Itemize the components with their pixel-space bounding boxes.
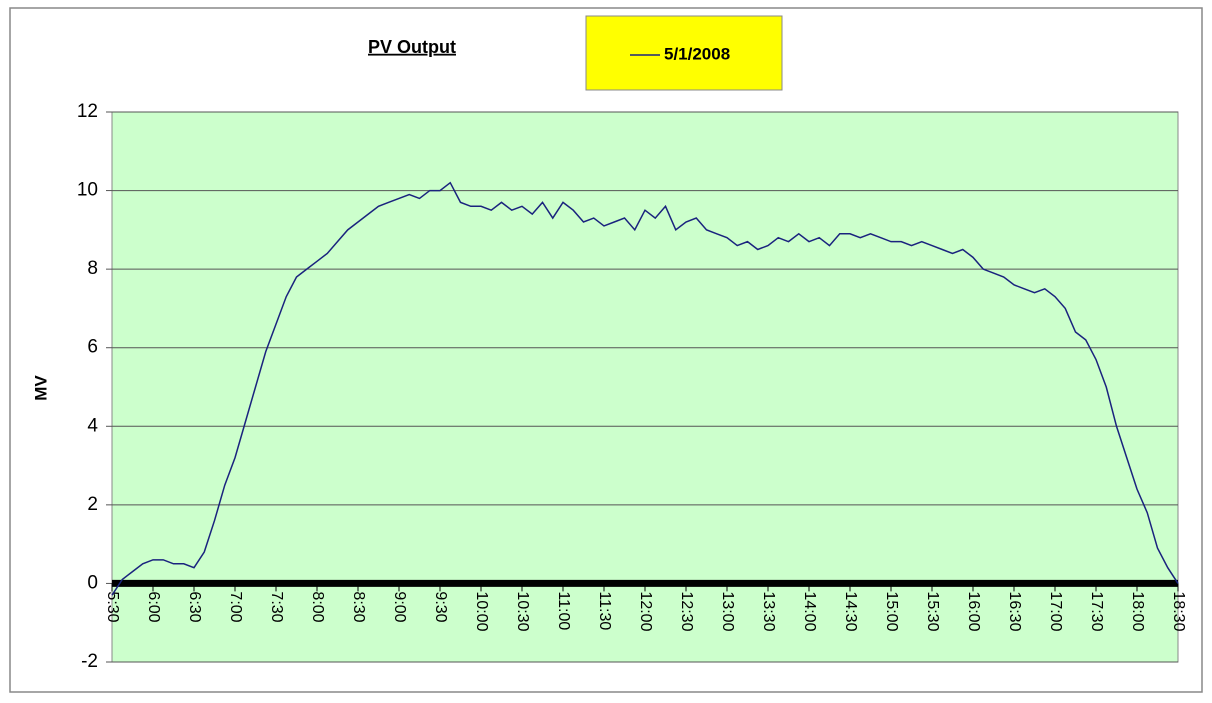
y-tick-label: 10 <box>77 180 98 201</box>
x-tick-label: 14:30 <box>842 591 859 631</box>
x-tick-label: 13:00 <box>719 591 736 631</box>
x-tick-label: 9:30 <box>432 591 449 622</box>
x-tick-label: 12:00 <box>637 591 654 631</box>
x-tick-label: 7:30 <box>268 591 285 622</box>
x-tick-label: 15:00 <box>883 591 900 631</box>
y-tick-label: -2 <box>81 651 98 672</box>
y-tick-label: 8 <box>87 258 98 279</box>
x-tick-label: 8:30 <box>350 591 367 622</box>
x-tick-label: 5:30 <box>104 591 121 622</box>
chart-title: PV Output <box>368 37 456 57</box>
y-tick-label: 4 <box>87 415 98 436</box>
x-tick-label: 9:00 <box>391 591 408 622</box>
y-tick-label: 12 <box>77 101 98 122</box>
y-tick-label: 0 <box>87 572 98 593</box>
x-tick-label: 17:30 <box>1088 591 1105 631</box>
legend-label: 5/1/2008 <box>664 44 730 63</box>
x-tick-label: 10:30 <box>514 591 531 631</box>
x-tick-label: 11:00 <box>555 591 572 630</box>
x-tick-label: 12:30 <box>678 591 695 631</box>
x-tick-label: 7:00 <box>227 591 244 622</box>
x-tick-label: 16:00 <box>965 591 982 631</box>
y-tick-label: 6 <box>87 337 98 358</box>
series-line <box>111 181 1179 596</box>
x-tick-label: 15:30 <box>924 591 941 631</box>
x-tick-label: 18:30 <box>1170 591 1187 631</box>
plot-background <box>111 111 1179 663</box>
x-tick-label: 10:00 <box>473 591 490 631</box>
legend <box>585 15 783 91</box>
x-tick-label: 18:00 <box>1129 591 1146 631</box>
plot-area <box>111 111 1179 663</box>
x-tick-label: 6:00 <box>145 591 162 622</box>
y-axis-label: MV <box>31 375 50 401</box>
y-tick-label: 2 <box>87 494 98 515</box>
x-tick-label: 11:30 <box>596 591 613 630</box>
x-tick-label: 6:30 <box>186 591 203 622</box>
x-tick-label: 17:00 <box>1047 591 1064 631</box>
x-tick-label: 13:30 <box>760 591 777 631</box>
x-tick-label: 14:00 <box>801 591 818 631</box>
x-tick-label: 8:00 <box>309 591 326 622</box>
x-tick-label: 16:30 <box>1006 591 1023 631</box>
